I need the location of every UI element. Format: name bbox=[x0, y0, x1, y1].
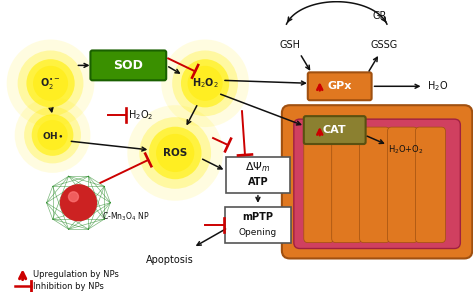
Circle shape bbox=[15, 97, 91, 173]
Text: Apoptosis: Apoptosis bbox=[146, 255, 194, 265]
Circle shape bbox=[181, 59, 229, 108]
Text: GR: GR bbox=[373, 11, 387, 21]
Text: GSH: GSH bbox=[279, 40, 301, 50]
Circle shape bbox=[7, 40, 94, 127]
Circle shape bbox=[32, 114, 73, 156]
Circle shape bbox=[188, 66, 223, 101]
Circle shape bbox=[149, 127, 201, 179]
FancyBboxPatch shape bbox=[226, 157, 290, 193]
FancyBboxPatch shape bbox=[304, 127, 334, 243]
Text: O$_2^{\bullet-}$: O$_2^{\bullet-}$ bbox=[40, 76, 61, 91]
Circle shape bbox=[61, 185, 96, 221]
Text: SOD: SOD bbox=[113, 59, 143, 72]
Circle shape bbox=[27, 59, 75, 108]
Text: CAT: CAT bbox=[323, 125, 346, 135]
Circle shape bbox=[33, 66, 68, 101]
FancyBboxPatch shape bbox=[332, 127, 362, 243]
Text: ROS: ROS bbox=[163, 148, 187, 158]
Text: GSSG: GSSG bbox=[371, 40, 398, 50]
FancyBboxPatch shape bbox=[282, 105, 472, 258]
Text: ATP: ATP bbox=[247, 177, 268, 188]
Text: H$_2$O$_2$: H$_2$O$_2$ bbox=[191, 76, 219, 90]
Text: H$_2$O$_2$: H$_2$O$_2$ bbox=[128, 108, 154, 122]
Circle shape bbox=[18, 50, 83, 116]
Text: C-Mn$_3$O$_4$ NP: C-Mn$_3$O$_4$ NP bbox=[102, 210, 150, 223]
Circle shape bbox=[37, 120, 68, 150]
FancyBboxPatch shape bbox=[91, 50, 166, 80]
Circle shape bbox=[128, 105, 223, 201]
Text: H$_2$O+O$_2$: H$_2$O+O$_2$ bbox=[388, 144, 423, 156]
FancyBboxPatch shape bbox=[304, 116, 365, 144]
FancyBboxPatch shape bbox=[416, 127, 446, 243]
Circle shape bbox=[161, 40, 249, 127]
Circle shape bbox=[139, 117, 211, 189]
FancyBboxPatch shape bbox=[294, 119, 460, 248]
Text: H$_2$O: H$_2$O bbox=[428, 79, 449, 93]
Text: Inhibition by NPs: Inhibition by NPs bbox=[33, 282, 103, 291]
Text: $\Delta\Psi_m$: $\Delta\Psi_m$ bbox=[245, 161, 271, 174]
Text: Upregulation by NPs: Upregulation by NPs bbox=[33, 270, 118, 279]
Circle shape bbox=[69, 192, 79, 202]
Text: OH$\bullet$: OH$\bullet$ bbox=[42, 130, 63, 141]
Text: Opening: Opening bbox=[239, 228, 277, 237]
FancyBboxPatch shape bbox=[225, 207, 292, 243]
FancyBboxPatch shape bbox=[360, 127, 390, 243]
Text: mPTP: mPTP bbox=[242, 212, 273, 222]
Circle shape bbox=[156, 134, 194, 172]
FancyBboxPatch shape bbox=[308, 72, 372, 100]
FancyBboxPatch shape bbox=[388, 127, 418, 243]
Circle shape bbox=[24, 107, 81, 163]
Circle shape bbox=[172, 50, 238, 116]
Text: GPx: GPx bbox=[328, 81, 352, 91]
